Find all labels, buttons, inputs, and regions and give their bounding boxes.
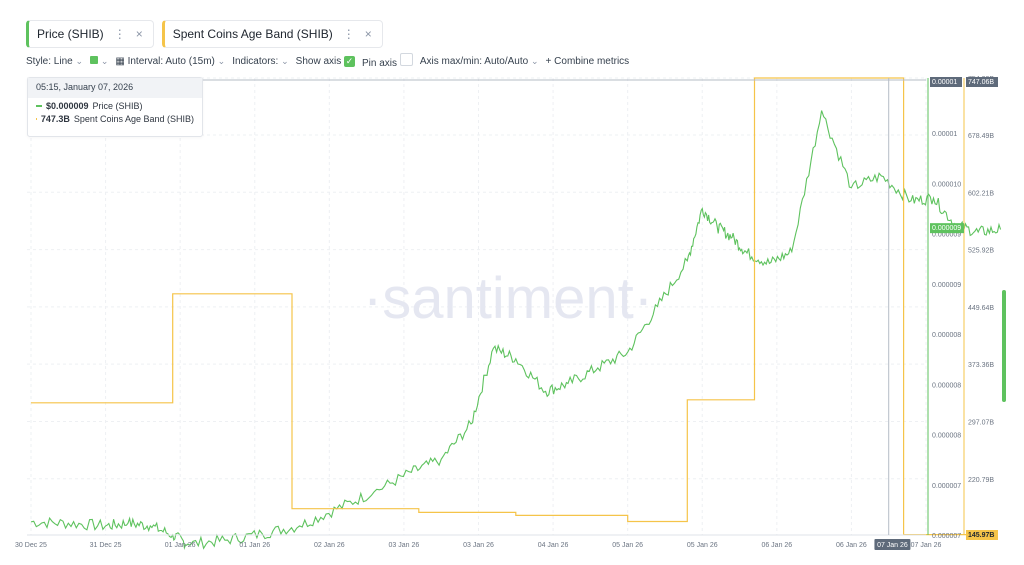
plus-icon: + [545, 55, 552, 67]
chevron-down-icon: ⌄ [75, 55, 84, 66]
close-icon[interactable]: × [364, 27, 372, 41]
x-tick-label: 30 Dec 25 [15, 542, 47, 549]
checkmark-icon[interactable]: ✓ [344, 55, 356, 67]
interval-label: Interval: Auto (15m) [127, 55, 215, 67]
more-options-icon[interactable]: ⋮ [113, 27, 126, 41]
axis-maxmin-select[interactable]: Axis max/min: Auto/Auto ⌄ [420, 56, 539, 67]
chart-toolbar: Style: Line ⌄ ⌄ ▦ Interval: Auto (15m) ⌄… [26, 53, 629, 69]
x-tick-label: 05 Jan 26 [612, 542, 643, 549]
price-axis-tick: 0.000008 [932, 433, 961, 440]
x-tick-label: 31 Dec 25 [90, 542, 122, 549]
band-axis-tick: 678.49B [968, 133, 994, 140]
legend-marker [36, 118, 37, 120]
price-current-badge-label: 0.000009 [932, 225, 961, 232]
tooltip-label: Price (SHIB) [92, 101, 143, 111]
chart-tooltip: 05:15, January 07, 2026 $0.000009 Price … [27, 77, 203, 137]
tooltip-label: Spent Coins Age Band (SHIB) [73, 114, 194, 124]
tooltip-row-band: 747.3B Spent Coins Age Band (SHIB) [28, 111, 202, 124]
x-tick-label: 01 Jan 26 [239, 542, 270, 549]
band-axis-tick: 297.07B [968, 419, 994, 426]
chart-grid [27, 77, 927, 535]
tab-price[interactable]: Price (SHIB) ⋮ × [26, 20, 154, 48]
indicators-select[interactable]: Indicators: ⌄ [232, 56, 288, 67]
band-top-badge [966, 77, 998, 87]
price-top-badge [930, 77, 962, 87]
band-axis-tick: 602.21B [968, 190, 994, 197]
price-top-badge-label: 0.00001 [932, 79, 957, 86]
band-axis-tick: 525.92B [968, 248, 994, 255]
x-highlight-label: 07 Jan 26 [877, 542, 908, 549]
pin-axis-label: Pin axis [362, 58, 398, 69]
price-axis-tick: 0.000010 [932, 181, 961, 188]
band-top-badge-label: 747.06B [968, 79, 994, 86]
tab-spent-coins-label: Spent Coins Age Band (SHIB) [172, 27, 333, 41]
calendar-icon: ▦ [115, 55, 125, 67]
metric-tabs: Price (SHIB) ⋮ × Spent Coins Age Band (S… [26, 20, 383, 50]
x-tick-label: 01 Jan 26 [165, 542, 196, 549]
band-axis-tick: 449.64B [968, 305, 994, 312]
scrollbar-handle[interactable] [1002, 290, 1006, 402]
watermark: ·santiment· [363, 266, 653, 331]
price-series-line [30, 110, 1002, 550]
tab-spent-coins[interactable]: Spent Coins Age Band (SHIB) ⋮ × [161, 20, 383, 48]
price-axis-tick: 0.000009 [932, 282, 961, 289]
axes-layer: 30 Dec 25 31 Dec 25 01 Jan 26 01 Jan 26 02 J… [15, 76, 998, 550]
tooltip-value: $0.000009 [46, 101, 89, 111]
chevron-down-icon: ⌄ [281, 55, 289, 66]
price-current-badge [930, 223, 964, 234]
price-axis-tick: 0.000009 [932, 232, 961, 239]
pin-axis-toggle[interactable]: Pin axis [362, 53, 413, 69]
band-series-line [31, 77, 979, 536]
chevron-down-icon: ⌄ [100, 55, 109, 66]
more-options-icon[interactable]: ⋮ [342, 27, 355, 41]
price-axis-tick: 0.000007 [932, 533, 961, 540]
price-axis-tick: 0.00001 [932, 131, 957, 138]
color-select[interactable]: ⌄ [90, 55, 109, 67]
x-tick-label: 04 Jan 26 [538, 542, 569, 549]
combine-metrics-label: Combine metrics [554, 55, 630, 67]
tooltip-row-price: $0.000009 Price (SHIB) [28, 98, 202, 111]
x-highlight-badge [874, 539, 911, 550]
band-axis-tick: 373.36B [968, 362, 994, 369]
tab-price-label: Price (SHIB) [37, 27, 104, 41]
chevron-down-icon: ⌄ [217, 55, 226, 66]
x-tick-label: 03 Jan 26 [463, 542, 494, 549]
style-label: Style: Line [26, 55, 73, 67]
legend-marker [36, 105, 42, 107]
x-tick-label: 02 Jan 26 [314, 542, 345, 549]
x-tick-label: 06 Jan 26 [836, 542, 867, 549]
tooltip-value: 747.3B [40, 114, 70, 124]
x-tick-label: 07 Jan 26 [911, 542, 942, 549]
price-axis-tick: 0.000007 [932, 483, 961, 490]
price-axis-tick: 0.000008 [932, 382, 961, 389]
tooltip-timestamp: 05:15, January 07, 2026 [28, 78, 202, 98]
x-tick-label: 06 Jan 26 [761, 542, 792, 549]
axis-maxmin-label: Axis max/min: Auto/Auto [419, 55, 529, 67]
band-axis-tick: 220.79B [968, 477, 994, 484]
color-swatch [90, 55, 99, 64]
band-bottom-badge-label: 145.97B [968, 532, 994, 539]
indicators-label: Indicators: [232, 55, 279, 67]
close-icon[interactable]: × [135, 27, 143, 41]
combine-metrics-button[interactable]: + Combine metrics [546, 56, 630, 67]
band-bottom-badge [966, 530, 998, 540]
x-tick-label: 05 Jan 26 [687, 542, 718, 549]
show-axis-label: Show axis [295, 55, 342, 67]
chevron-down-icon: ⌄ [530, 55, 539, 66]
x-tick-label: 03 Jan 26 [389, 542, 420, 549]
style-select[interactable]: Style: Line ⌄ [26, 56, 83, 67]
price-axis-tick: 0.000008 [932, 332, 961, 339]
series-layer [30, 77, 1002, 550]
show-axis-toggle[interactable]: Show axis ✓ [295, 55, 356, 67]
interval-select[interactable]: ▦ Interval: Auto (15m) ⌄ [115, 56, 225, 67]
checkbox-icon[interactable] [399, 53, 413, 66]
